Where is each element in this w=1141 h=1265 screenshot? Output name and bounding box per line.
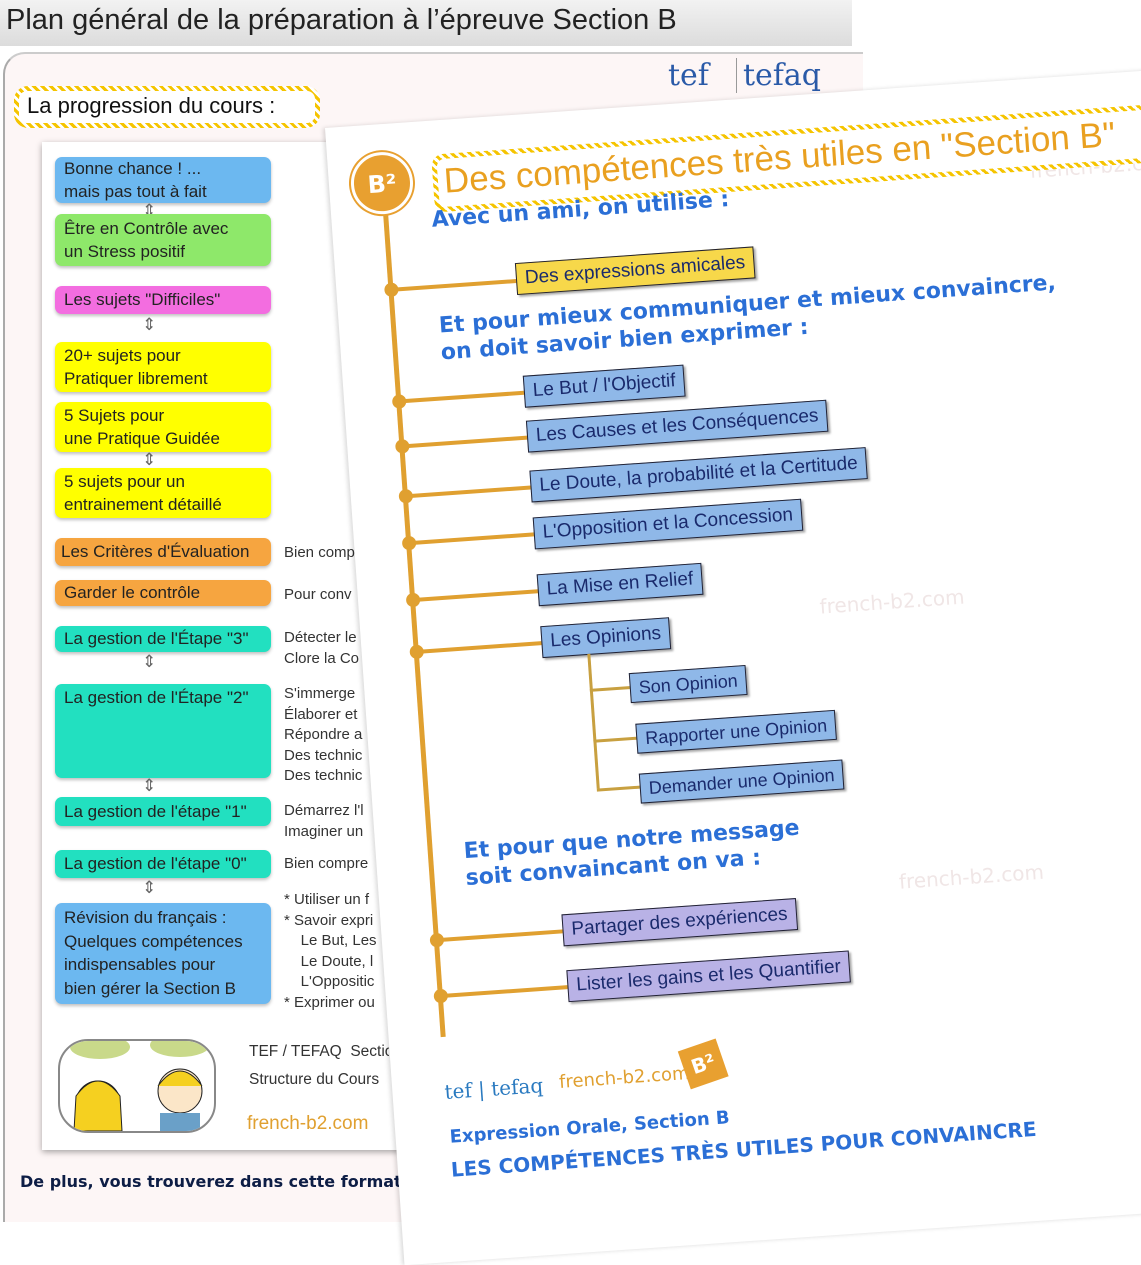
card-title: Des compétences très utiles en "Section … <box>436 104 1141 208</box>
sub-branch <box>596 785 642 792</box>
item-lister: Lister les gains et les Quantifier <box>566 950 851 1003</box>
kids-illustration <box>58 1039 216 1133</box>
item-doute: Le Doute, la probabilité et la Certitude <box>529 447 868 503</box>
branch <box>408 532 536 546</box>
branch-dot <box>409 644 425 660</box>
side-text: Démarrez l'l Imaginer un <box>284 802 364 840</box>
tefaq-logo: tefaq <box>736 58 821 93</box>
branch <box>439 985 568 999</box>
footer-site-right: french-b2.com <box>558 1062 691 1093</box>
branch <box>398 390 527 404</box>
item-opposition: L'Opposition et la Concession <box>532 498 804 550</box>
box-stress: Être en Contrôle avec un Stress positif <box>55 214 271 266</box>
branch-dot <box>383 282 399 298</box>
bottom-text: De plus, vous trouverez dans cette forma… <box>20 1172 400 1191</box>
item-son-opinion: Son Opinion <box>628 664 748 704</box>
box-difficiles: Les sujets "Difficiles" <box>55 286 271 314</box>
sub-line <box>587 653 600 789</box>
tef-logo: tef <box>668 58 709 93</box>
box-etape-0: La gestion de l'étape "0" <box>55 850 271 878</box>
box-criteres: Les Critères d'Évaluation <box>55 538 271 566</box>
tef-logo-small: tef | tefaq <box>443 1073 544 1104</box>
item-expressions-amicales: Des expressions amicales <box>514 246 756 296</box>
branch-dot <box>401 535 417 551</box>
watermark: french-b2.com <box>818 584 966 619</box>
progress-label-box: La progression du cours : <box>14 86 320 128</box>
tef-text: tef <box>443 1078 473 1104</box>
box-bonne-chance: Bonne chance ! ... mais pas tout à fait <box>55 157 271 203</box>
branch <box>415 641 544 654</box>
branch-dot <box>391 394 407 409</box>
footer-title: TEF / TEFAQ Sectio <box>249 1043 389 1060</box>
side-text: * Utiliser un f * Savoir expri Le But, L… <box>284 891 377 1011</box>
box-5-sujets-detaille: 5 sujets pour un entrainement détaillé <box>55 468 271 518</box>
side-text: Bien compre <box>284 855 369 872</box>
side-text: Bien comp <box>284 544 355 561</box>
item-rapporter-opinion: Rapporter une Opinion <box>635 709 838 754</box>
branch-dot <box>405 592 421 608</box>
competences-card: french-b2.com french-b2.com french-b2.co… <box>325 65 1141 1265</box>
title-bar: Plan général de la préparation à l’épreu… <box>0 0 852 46</box>
item-demander-opinion: Demander une Opinion <box>638 759 845 804</box>
branch-dot <box>394 438 410 454</box>
double-arrow-icon: ⇕ <box>142 652 157 672</box>
branch <box>435 929 564 943</box>
item-mise-en-relief: La Mise en Relief <box>536 562 704 607</box>
double-arrow-icon: ⇕ <box>142 315 157 335</box>
box-etape-1: La gestion de l'étape "1" <box>55 797 271 826</box>
box-5-sujets-guidee: 5 Sujets pour une Pratique Guidée <box>55 402 271 452</box>
double-arrow-icon: ⇕ <box>142 450 157 470</box>
branch-dot <box>398 488 414 504</box>
course-structure-card: Bonne chance ! ... mais pas tout à fait … <box>42 142 412 1150</box>
item-but: Le But / l'Objectif <box>522 364 686 408</box>
side-text: Détecter le Clore la Co <box>284 629 360 667</box>
item-causes: Les Causes et les Conséquences <box>525 399 829 453</box>
page-title: Plan général de la préparation à l’épreu… <box>6 4 677 36</box>
box-revision: Révision du français : Quelques compéten… <box>55 903 271 1004</box>
branch <box>390 278 519 292</box>
box-etape-3: La gestion de l'Étape "3" <box>55 626 271 652</box>
item-partager: Partager des expériences <box>561 898 798 947</box>
branch <box>401 435 530 449</box>
sub-branch <box>589 685 635 692</box>
branch <box>412 589 540 603</box>
side-text: S'immerge Élaborer et Répondre a Des tec… <box>284 685 363 784</box>
item-opinions: Les Opinions <box>540 617 672 659</box>
progress-label: La progression du cours : <box>19 91 315 123</box>
branch-dot <box>433 988 449 1004</box>
box-20-sujets: 20+ sujets pour Pratiquer librement <box>55 342 271 392</box>
box-etape-2: La gestion de l'Étape "2" <box>55 684 271 778</box>
double-arrow-icon: ⇕ <box>142 878 157 898</box>
tefaq-text: tefaq <box>490 1073 544 1101</box>
footer-site: french-b2.com <box>247 1114 369 1134</box>
box-controle: Garder le contrôle <box>55 580 271 606</box>
french-b2-badge-icon: B² <box>348 150 416 217</box>
double-arrow-icon: ⇕ <box>142 776 157 796</box>
branch <box>404 485 533 499</box>
branch-dot <box>429 932 445 948</box>
sub-branch <box>593 736 639 743</box>
watermark: french-b2.com <box>898 859 1045 894</box>
side-text: Pour conv <box>284 586 352 603</box>
title-box: Des compétences très utiles en "Section … <box>431 98 1141 213</box>
timeline-line <box>381 183 446 1038</box>
footer-subtitle: Structure du Cours <box>249 1071 380 1088</box>
